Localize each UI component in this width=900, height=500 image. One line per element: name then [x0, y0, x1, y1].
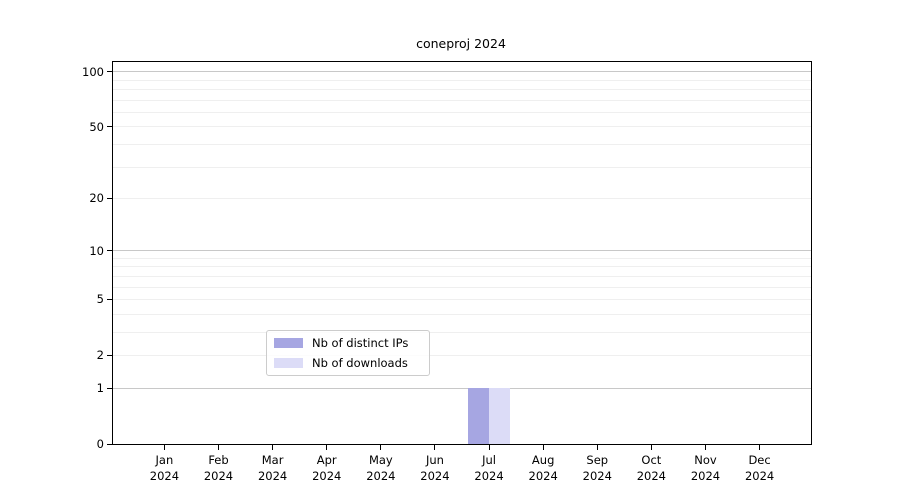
- y-axis-tick: [107, 354, 113, 356]
- gridline-minor: [113, 166, 811, 168]
- x-axis-tick: [380, 445, 382, 450]
- legend-item: Nb of downloads: [267, 355, 429, 371]
- legend-label: Nb of distinct IPs: [312, 336, 409, 350]
- y-tick-label: 50: [89, 119, 104, 134]
- x-axis-tick: [759, 445, 761, 450]
- gridline-minor: [113, 197, 811, 199]
- x-tick-label: Jan 2024: [149, 453, 180, 483]
- y-axis-tick: [107, 250, 113, 252]
- x-axis-tick: [218, 445, 219, 450]
- y-tick-label: 5: [96, 292, 104, 307]
- x-axis-tick: [326, 445, 328, 450]
- x-tick-label: Nov 2024: [690, 453, 721, 483]
- bar-nb-of-distinct-ips: [468, 388, 490, 444]
- x-tick-label: Mar 2024: [257, 453, 288, 483]
- plot-area: 0 1 2 5 10 20 50 100 Jan 2024 Feb 2024 Mar 2024 Apr 202…: [82, 61, 812, 483]
- x-tick-label: Jun 2024: [420, 453, 450, 483]
- y-tick-label: 20: [89, 191, 104, 206]
- legend: Nb of distinct IPs Nb of downloads: [266, 330, 430, 376]
- y-tick-label: 1: [96, 381, 104, 396]
- gridline-minor: [113, 266, 811, 268]
- gridline-minor: [113, 257, 811, 259]
- y-axis-tick: [107, 126, 113, 128]
- gridline-minor: [113, 89, 811, 91]
- x-axis-tick: [434, 445, 436, 450]
- gridline-major: [113, 71, 811, 73]
- gridline-minor: [113, 275, 811, 277]
- legend-item: Nb of distinct IPs: [267, 335, 429, 351]
- x-tick-label: Aug 2024: [528, 453, 558, 483]
- y-tick-label: 0: [96, 437, 104, 451]
- gridline-minor: [113, 99, 811, 101]
- gridline-minor: [113, 298, 811, 300]
- gridline-minor: [113, 354, 811, 356]
- gridline-major: [113, 387, 811, 389]
- gridline-minor: [113, 286, 811, 288]
- x-tick-label: May 2024: [366, 453, 396, 483]
- gridline-minor: [113, 331, 811, 333]
- gridline-minor: [113, 313, 811, 315]
- x-tick-label: Feb 2024: [203, 453, 234, 483]
- y-tick-label: 100: [82, 64, 104, 79]
- x-axis-tick: [542, 445, 544, 450]
- x-axis-tick: [650, 445, 652, 450]
- gridline-minor: [113, 111, 811, 113]
- gridline-minor: [113, 143, 811, 145]
- x-tick-label: Sep 2024: [582, 453, 612, 483]
- x-tick-label: Apr 2024: [312, 453, 342, 483]
- x-tick-label: Dec 2024: [744, 453, 775, 483]
- x-axis-tick: [704, 445, 706, 450]
- x-axis-tick: [272, 445, 274, 450]
- legend-swatch-downloads: [274, 358, 303, 368]
- bar-nb-of-downloads: [489, 388, 511, 444]
- x-axis-tick: [163, 445, 165, 450]
- legend-label: Nb of downloads: [312, 356, 408, 370]
- y-axis-tick: [107, 387, 113, 389]
- y-axis-tick: [107, 298, 113, 300]
- y-tick-label: 2: [96, 348, 104, 363]
- gridline-minor: [113, 79, 811, 81]
- x-tick-label: Jul 2024: [474, 453, 504, 483]
- y-tick-label: 10: [89, 243, 104, 258]
- y-axis-tick: [107, 71, 113, 73]
- x-tick-label: Oct 2024: [636, 453, 667, 483]
- y-axis-tick: [107, 197, 113, 199]
- legend-swatch-distinct-ips: [274, 338, 303, 348]
- gridline-major: [113, 250, 811, 252]
- y-axis-tick: [107, 443, 113, 445]
- gridline-minor: [113, 126, 811, 128]
- x-axis-tick: [596, 445, 598, 450]
- x-axis-tick: [488, 445, 490, 450]
- chart-title: coneproj 2024: [416, 36, 506, 51]
